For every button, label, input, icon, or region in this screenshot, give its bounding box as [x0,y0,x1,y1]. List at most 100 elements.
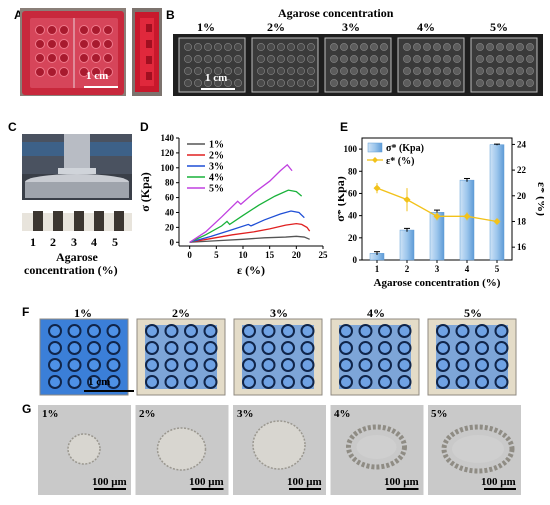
gel-well [436,324,450,338]
gel-well [443,55,451,63]
panel-f-label-1: 1% [74,306,92,320]
gel-well [350,79,358,87]
y2-tick-label: 20 [517,191,527,201]
gel-well [340,67,348,75]
gel-well [214,43,222,51]
gel-well [184,55,192,63]
gel-well [48,358,62,372]
gel-well [380,67,388,75]
panel-f-label-3: 3% [270,306,288,320]
x-tick-label: 25 [319,250,329,260]
y2-axis-label: ε* (%) [535,182,544,216]
gel-well [48,324,62,338]
gel-well [370,55,378,63]
gel-well [433,67,441,75]
y-tick-label: 0 [353,255,358,265]
gel-well [360,79,368,87]
panel-b-title: Agarose concentration [278,6,394,20]
y-axis-label: σ (Kpa) [138,172,152,212]
gel-well [277,43,285,51]
gel-well [360,43,368,51]
gel-well [277,67,285,75]
gel-well [436,375,450,389]
gel-well [204,55,212,63]
gel-well [267,67,275,75]
y-tick-label: 100 [344,144,358,154]
panel-c-gels-photo [22,205,132,231]
spheroid-lumen [356,435,397,459]
gel-well [87,358,101,372]
gel-well [300,341,315,355]
strain-point-2 [403,196,411,204]
gel-well [436,341,450,355]
gel-well [350,55,358,63]
gel-well [330,55,338,63]
gel-well [257,55,265,63]
micro-image-2 [135,405,229,495]
gel-well [453,43,461,51]
gel-well [214,55,222,63]
gel-well [526,67,534,75]
gel-well [436,358,450,372]
y-tick-label: 60 [348,188,358,198]
gel-well [486,67,494,75]
gel-well [184,341,198,355]
gel-well [339,324,353,338]
gel-well [194,55,202,63]
gel-well [486,55,494,63]
gel-well [455,341,470,355]
y-tick-label: 40 [348,211,358,221]
gel-well [267,79,275,87]
gel-well [234,67,242,75]
gel-well [67,375,82,389]
gel-well [370,79,378,87]
gel-well [403,79,411,87]
gel-well [261,341,276,355]
y-tick-label: 20 [165,222,175,232]
gel-well [184,358,198,372]
micro-image-1 [38,405,131,495]
gel-well [475,375,489,389]
gel-well [48,341,62,355]
gel-well [307,67,315,75]
gel-well [433,43,441,51]
gel-well [403,55,411,63]
panel-b-scale-bar [201,88,235,90]
gel-well [307,55,315,63]
gel-well [145,324,159,338]
y-tick-label: 80 [348,166,358,176]
gel-well [506,79,514,87]
gel-well [340,43,348,51]
gel-well [380,55,388,63]
panel-g-label-3: 3% [237,408,254,420]
gel-well [261,324,276,338]
gel-well [360,55,368,63]
gel-well [224,43,232,51]
legend-label: 1% [209,140,224,151]
gel-well [339,375,353,389]
gel-well [339,358,353,372]
gel-well [413,79,421,87]
y2-tick-label: 22 [517,165,527,175]
panel-label-f: F [22,305,30,319]
gel-well [455,324,470,338]
mold-top-view [22,11,124,95]
gel-well [433,55,441,63]
gel-well [476,43,484,51]
gel-well [257,43,265,51]
gel-well [494,341,509,355]
x-tick-label: 5 [495,264,500,274]
gel-well [184,79,192,87]
gel-well [261,358,276,372]
gel-well [277,79,285,87]
gel-well [475,358,489,372]
panel-f-scale-bar [84,390,134,392]
gel-well [307,79,315,87]
gel-well [214,79,222,87]
spheroid-ring [346,424,407,470]
gel-well [224,67,232,75]
series-line-3% [189,210,305,243]
gel-well [106,358,121,372]
micro-image-5 [428,405,521,495]
gel-well [380,43,388,51]
